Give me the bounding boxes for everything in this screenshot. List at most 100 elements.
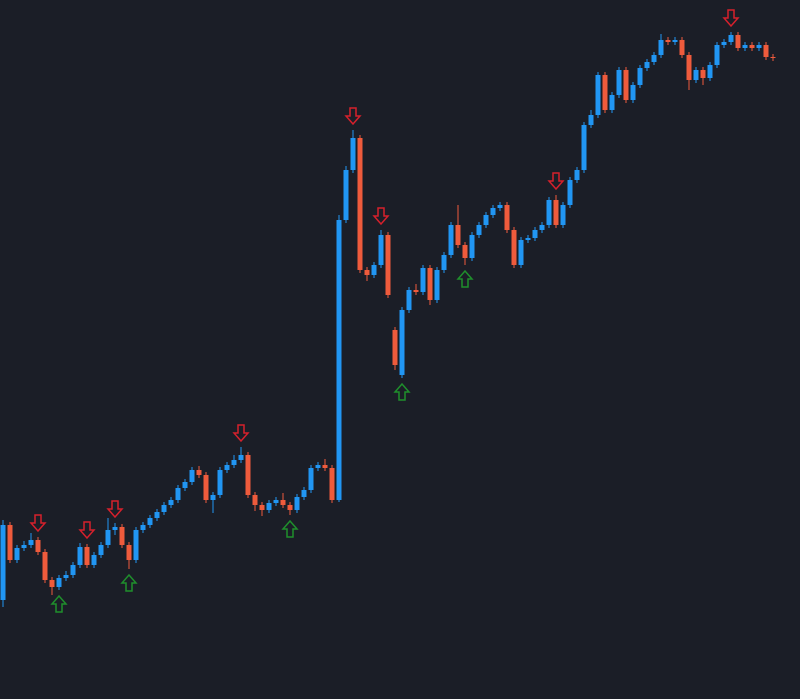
candle-body (476, 225, 482, 235)
candle-body (679, 40, 685, 55)
candle-body (693, 70, 699, 80)
candle-body (525, 238, 531, 240)
candle-body (469, 235, 475, 258)
candle-body (0, 525, 6, 600)
candle-body (756, 45, 762, 48)
candle-body (448, 225, 454, 255)
candle-body (112, 527, 118, 530)
sell-arrow (29, 514, 47, 533)
candle-body (364, 270, 370, 275)
candle-body (280, 500, 286, 505)
candle-body (518, 240, 524, 265)
sell-arrow (344, 107, 362, 126)
candle-body (189, 470, 195, 482)
candle-body (42, 552, 48, 580)
candle-body (126, 545, 132, 560)
candle-body (273, 500, 279, 503)
candle-body (763, 45, 769, 57)
candle-body (329, 468, 335, 500)
candle-body (413, 290, 419, 292)
candle-body (203, 475, 209, 500)
candle-body (154, 512, 160, 518)
candle-body (28, 540, 34, 545)
candle-body (217, 470, 223, 495)
candle-body (315, 465, 321, 468)
buy-arrow (50, 594, 68, 613)
candle-body (266, 503, 272, 510)
candle-body (532, 230, 538, 238)
candle-body (609, 95, 615, 110)
candle-body (742, 45, 748, 48)
buy-arrow (393, 382, 411, 401)
candle-body (238, 455, 244, 460)
candle-body (182, 482, 188, 488)
candle-body (91, 555, 97, 565)
candle-body (567, 180, 573, 205)
candle-body (483, 215, 489, 225)
candle-body (105, 530, 111, 545)
candle-body (378, 235, 384, 265)
candle-body (581, 125, 587, 170)
candle-body (434, 270, 440, 300)
candle-body (651, 55, 657, 62)
candle-body (133, 530, 139, 560)
candle-body (252, 495, 258, 505)
candle-body (665, 40, 671, 42)
buy-arrow (456, 269, 474, 288)
candle-body (308, 468, 314, 490)
candle-body (644, 62, 650, 68)
candle-body (623, 70, 629, 100)
sell-arrow (547, 172, 565, 191)
candle-body (84, 547, 90, 565)
candle-body (168, 500, 174, 505)
candle-body (721, 42, 727, 45)
candle-body (35, 540, 41, 552)
candle-body (224, 465, 230, 470)
candle-body (259, 505, 265, 510)
candle-body (616, 70, 622, 95)
candle-body (196, 470, 202, 475)
candle-body (70, 565, 76, 575)
candle-body (245, 455, 251, 495)
candle-body (504, 205, 510, 230)
buy-arrow (281, 519, 299, 538)
candle-body (392, 330, 398, 365)
sell-arrow (106, 500, 124, 519)
candle-body (588, 115, 594, 125)
candle-body (175, 488, 181, 500)
candle-body (658, 40, 664, 55)
sell-arrow (232, 424, 250, 443)
candle-body (210, 495, 216, 500)
sell-arrow (372, 207, 390, 226)
candle-body (147, 518, 153, 525)
candle-body (672, 40, 678, 42)
candle-body (490, 208, 496, 215)
candle-body (371, 265, 377, 275)
candle-body (427, 268, 433, 300)
candle-body (441, 255, 447, 270)
candle-body (77, 547, 83, 565)
candle-body (350, 138, 356, 170)
candle-body (770, 57, 776, 58)
candle-body (287, 505, 293, 510)
sell-arrow (78, 521, 96, 540)
candle-body (714, 45, 720, 65)
candle-body (21, 545, 27, 548)
candle-body (49, 580, 55, 587)
candle-body (630, 85, 636, 100)
candle-body (231, 460, 237, 465)
sell-arrow (722, 9, 740, 28)
candle-body (140, 525, 146, 530)
candle-body (98, 545, 104, 555)
candle-body (301, 490, 307, 497)
candle-body (7, 525, 13, 560)
candle-body (462, 245, 468, 258)
candle-body (406, 290, 412, 310)
candle-body (343, 170, 349, 220)
candle-body (546, 200, 552, 225)
buy-arrow (120, 573, 138, 592)
candle-body (322, 465, 328, 468)
candle-body (385, 235, 391, 295)
